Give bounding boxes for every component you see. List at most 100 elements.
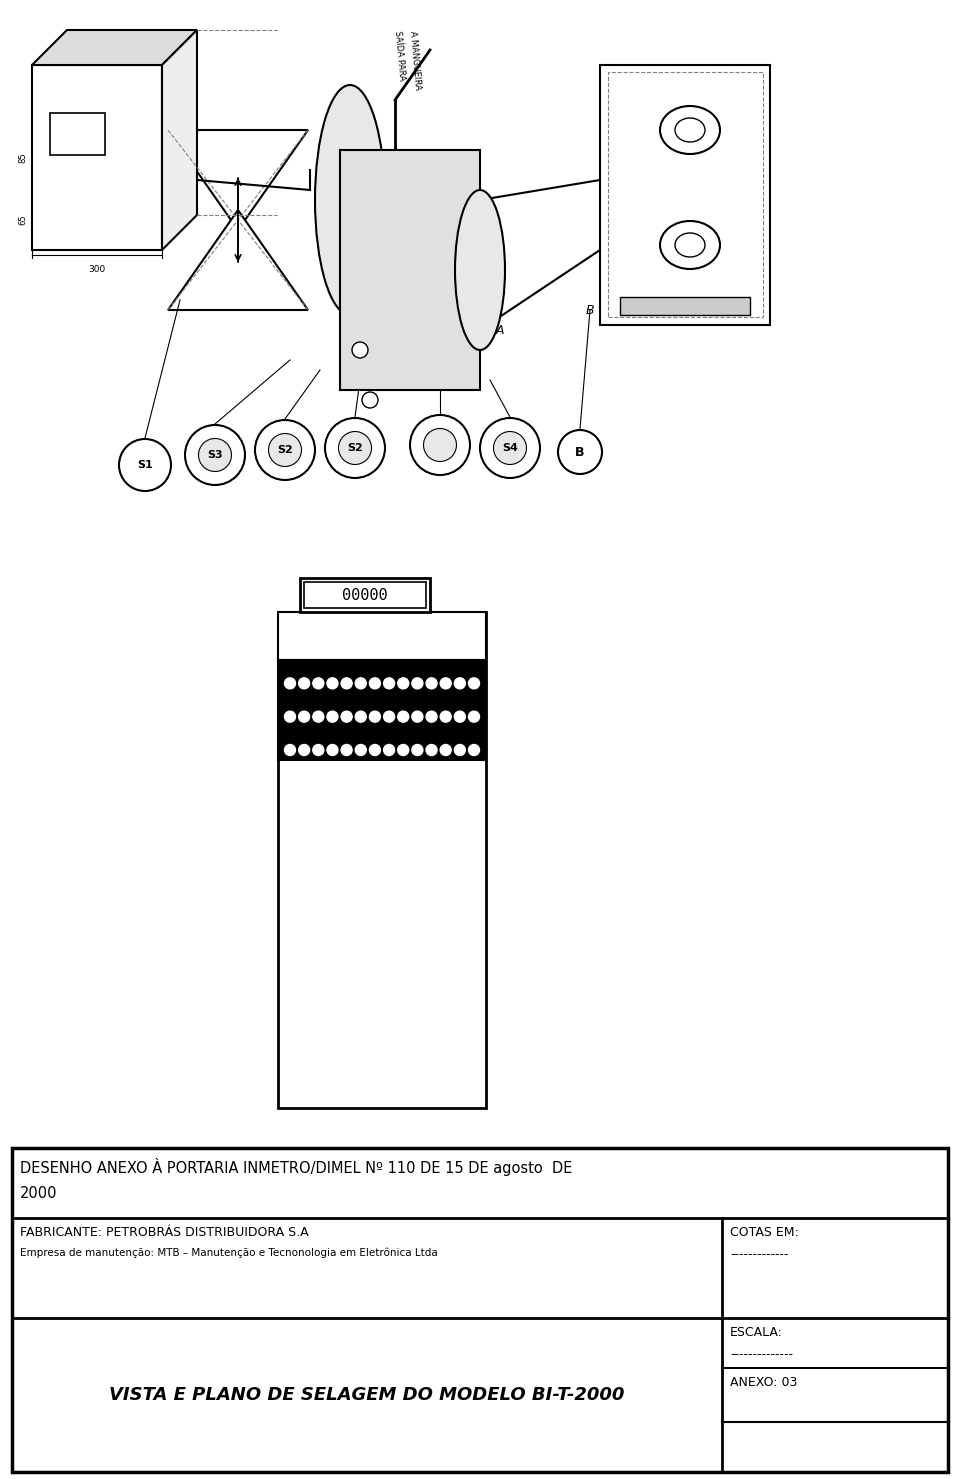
Circle shape xyxy=(284,677,296,689)
Text: A: A xyxy=(495,324,504,337)
Ellipse shape xyxy=(675,118,705,142)
Ellipse shape xyxy=(315,84,385,315)
Circle shape xyxy=(284,711,296,722)
Polygon shape xyxy=(168,210,308,311)
Text: S2: S2 xyxy=(348,444,363,453)
Circle shape xyxy=(468,677,479,689)
Bar xyxy=(32,65,162,250)
Circle shape xyxy=(327,677,338,689)
Circle shape xyxy=(480,419,540,478)
Bar xyxy=(300,578,430,612)
Bar xyxy=(620,297,750,315)
Circle shape xyxy=(299,711,310,722)
Text: S3: S3 xyxy=(207,450,223,460)
Text: ESCALA:: ESCALA: xyxy=(730,1327,782,1338)
Text: S4: S4 xyxy=(502,444,518,453)
Ellipse shape xyxy=(660,220,720,269)
Text: DESENHO ANEXO À PORTARIA INMETRO/DIMEL Nº 110 DE 15 DE agosto  DE: DESENHO ANEXO À PORTARIA INMETRO/DIMEL N… xyxy=(20,1158,572,1176)
Circle shape xyxy=(313,744,324,756)
Text: ANEXO: 03: ANEXO: 03 xyxy=(730,1375,798,1389)
Circle shape xyxy=(284,744,296,756)
Circle shape xyxy=(299,677,310,689)
Text: -------------: ------------- xyxy=(730,1248,788,1262)
Circle shape xyxy=(423,429,457,461)
Text: 65: 65 xyxy=(18,214,27,225)
Text: VISTA E PLANO DE SELAGEM DO MODELO BI-T-2000: VISTA E PLANO DE SELAGEM DO MODELO BI-T-… xyxy=(109,1386,625,1404)
Circle shape xyxy=(558,430,602,473)
Bar xyxy=(304,583,426,608)
Circle shape xyxy=(370,711,380,722)
Circle shape xyxy=(410,416,470,475)
Circle shape xyxy=(339,432,372,464)
Circle shape xyxy=(426,711,437,722)
Text: --------------: -------------- xyxy=(730,1347,793,1361)
Circle shape xyxy=(397,677,409,689)
Text: Empresa de manutenção: MTB – Manutenção e Tecnonologia em Eletrônica Ltda: Empresa de manutenção: MTB – Manutenção … xyxy=(20,1248,438,1259)
Text: 2000: 2000 xyxy=(20,1186,58,1201)
Text: FABRICANTE: PETROBRÁS DISTRIBUIDORA S.A: FABRICANTE: PETROBRÁS DISTRIBUIDORA S.A xyxy=(20,1226,308,1239)
Circle shape xyxy=(119,439,171,491)
Circle shape xyxy=(362,392,378,408)
Circle shape xyxy=(454,744,466,756)
Circle shape xyxy=(327,744,338,756)
Bar xyxy=(278,612,486,660)
Text: B: B xyxy=(575,445,585,458)
Circle shape xyxy=(299,744,310,756)
Circle shape xyxy=(426,744,437,756)
Circle shape xyxy=(370,744,380,756)
Bar xyxy=(600,65,770,325)
Circle shape xyxy=(441,711,451,722)
Circle shape xyxy=(441,677,451,689)
Circle shape xyxy=(493,432,526,464)
Circle shape xyxy=(269,433,301,466)
Circle shape xyxy=(325,419,385,478)
Circle shape xyxy=(384,744,395,756)
Text: 00000: 00000 xyxy=(342,587,388,602)
Text: 85: 85 xyxy=(18,152,27,163)
Text: SAÍDA PARA: SAÍDA PARA xyxy=(394,30,407,80)
Polygon shape xyxy=(162,30,197,250)
Bar xyxy=(278,660,486,760)
Circle shape xyxy=(355,711,367,722)
Circle shape xyxy=(313,711,324,722)
Circle shape xyxy=(355,744,367,756)
Bar xyxy=(608,72,763,317)
Circle shape xyxy=(199,438,231,472)
Circle shape xyxy=(352,342,368,358)
Circle shape xyxy=(185,424,245,485)
Polygon shape xyxy=(168,130,308,231)
Polygon shape xyxy=(32,30,197,65)
Text: S2: S2 xyxy=(277,445,293,456)
Ellipse shape xyxy=(455,189,505,351)
Circle shape xyxy=(341,744,352,756)
Circle shape xyxy=(313,677,324,689)
Text: A MANGUEIRA: A MANGUEIRA xyxy=(408,30,422,90)
Circle shape xyxy=(454,677,466,689)
Circle shape xyxy=(370,677,380,689)
Text: S1: S1 xyxy=(137,460,153,470)
Circle shape xyxy=(355,677,367,689)
Circle shape xyxy=(412,711,423,722)
Text: B: B xyxy=(586,303,594,317)
Ellipse shape xyxy=(660,106,720,154)
Circle shape xyxy=(384,711,395,722)
Bar xyxy=(278,612,486,1108)
Circle shape xyxy=(327,711,338,722)
Circle shape xyxy=(341,677,352,689)
Circle shape xyxy=(441,744,451,756)
Circle shape xyxy=(412,744,423,756)
Circle shape xyxy=(468,744,479,756)
Circle shape xyxy=(255,420,315,481)
Text: COTAS EM:: COTAS EM: xyxy=(730,1226,799,1239)
Circle shape xyxy=(397,744,409,756)
Ellipse shape xyxy=(675,234,705,257)
Circle shape xyxy=(397,711,409,722)
Bar xyxy=(50,112,105,155)
Bar xyxy=(12,1148,948,1472)
Circle shape xyxy=(412,677,423,689)
Circle shape xyxy=(341,711,352,722)
Text: 300: 300 xyxy=(88,265,106,274)
Circle shape xyxy=(468,711,479,722)
Circle shape xyxy=(454,711,466,722)
Circle shape xyxy=(426,677,437,689)
